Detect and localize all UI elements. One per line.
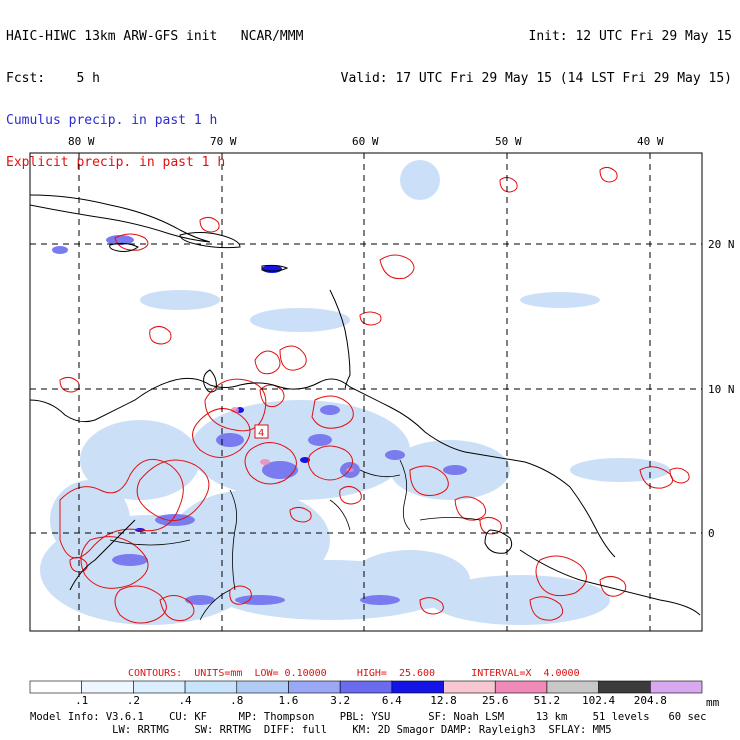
lat-lon-grid — [30, 153, 702, 631]
colorbar-swatch — [81, 680, 134, 694]
contours-high: HIGH= 25.600 — [356, 668, 436, 679]
colorbar-swatch — [236, 680, 289, 694]
title-line: HAIC-HIWC 13km ARW-GFS init NCAR/MMM — [6, 29, 304, 44]
explicit-legend: Explicit precip. in past 1 h — [6, 155, 226, 170]
colorbar-tick-label: .1 — [75, 694, 89, 707]
map-frame — [29, 152, 703, 632]
colorbar-swatch — [339, 680, 393, 694]
colorbar-swatch — [29, 680, 82, 694]
colorbar-swatch — [650, 680, 703, 694]
lat-label-0: 0 — [708, 527, 715, 540]
forecast-hour: Fcst: 5 h — [6, 71, 100, 86]
colorbar-tick-label: 102.4 — [582, 694, 616, 707]
colorbar-swatch — [598, 680, 651, 694]
explicit-precip-contours — [59, 166, 690, 624]
colorbar-units: mm — [706, 696, 720, 709]
colorbar-swatch — [288, 680, 341, 694]
colorbar-tick-label: .8 — [230, 694, 244, 707]
model-info-line1: Model Info: V3.6.1 CU: KF MP: Thompson P… — [30, 711, 707, 723]
colorbar-tick-label: 3.2 — [330, 694, 351, 707]
colorbar-tick-label: 204.8 — [633, 694, 667, 707]
lon-label-80w: 80 W — [68, 135, 95, 148]
contours-label: CONTOURS: — [128, 668, 183, 679]
contours-units: UNITS=mm — [194, 668, 243, 679]
lon-label-40w: 40 W — [637, 135, 664, 148]
colorbar-swatch — [391, 680, 444, 694]
header-right: Init: 12 UTC Fri 29 May 15 Valid: 17 UTC… — [341, 2, 732, 100]
colorbar-tick-label: .2 — [126, 694, 140, 707]
header-left: HAIC-HIWC 13km ARW-GFS init NCAR/MMM Fcs… — [6, 2, 303, 184]
colorbar-swatch — [494, 680, 548, 694]
cumulus-legend: Cumulus precip. in past 1 h — [6, 113, 218, 128]
lon-label-60w: 60 W — [352, 135, 379, 148]
colorbar-swatch — [546, 680, 599, 694]
lat-label-20n: 20 N — [708, 238, 735, 251]
cumulus-precip-field — [30, 160, 701, 625]
lon-label-50w: 50 W — [495, 135, 522, 148]
model-info-line2: LW: RRTMG SW: RRTMG DIFF: full KM: 2D Sm… — [30, 724, 612, 736]
contours-interval: INTERVAL=X 4.0000 — [471, 668, 580, 679]
contours-low: LOW= 0.10000 — [254, 668, 327, 679]
colorbar-tick-label: .4 — [178, 694, 192, 707]
colorbar-tick-label: 1.6 — [278, 694, 299, 707]
colorbar-swatch — [443, 680, 496, 694]
coastlines — [30, 194, 701, 621]
colorbar — [29, 680, 703, 694]
colorbar-tick-label: 51.2 — [533, 694, 561, 707]
station-label: 4 — [258, 428, 264, 439]
init-time: Init: 12 UTC Fri 29 May 15 — [528, 29, 733, 44]
colorbar-tick-label: 12.8 — [430, 694, 457, 707]
lon-label-70w: 70 W — [210, 135, 237, 148]
colorbar-swatch — [133, 680, 186, 694]
colorbar-tick-label: 25.6 — [481, 694, 509, 707]
lat-label-10n: 10 N — [708, 383, 735, 396]
valid-time: Valid: 17 UTC Fri 29 May 15 (14 LST Fri … — [340, 71, 732, 86]
colorbar-tick-label: 6.4 — [381, 694, 402, 707]
station-box — [254, 424, 269, 439]
colorbar-swatch — [184, 680, 238, 694]
contours-info: CONTOURS: UNITS=mm LOW= 0.10000 HIGH= 25… — [128, 668, 580, 679]
